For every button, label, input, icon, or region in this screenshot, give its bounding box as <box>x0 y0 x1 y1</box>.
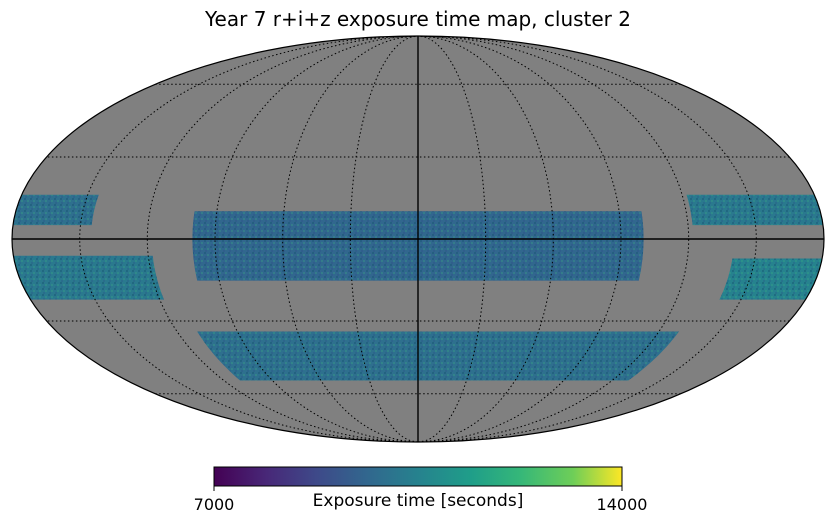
mollweide-map <box>11 35 825 443</box>
region-texture-east-upper-band <box>686 194 823 226</box>
meridian-gridline <box>349 36 419 442</box>
map-outline <box>11 35 825 443</box>
region-texture-west-lower-band <box>13 255 165 300</box>
coverage-regions <box>13 194 823 381</box>
meridian-gridline <box>417 36 487 442</box>
colorbar-max-label: 14000 <box>597 495 648 514</box>
colorbar: 7000 14000 Exposure time [seconds] <box>194 466 648 514</box>
meridian-gridline <box>417 36 690 442</box>
meridian-gridline <box>79 36 419 442</box>
colorbar-min-label: 7000 <box>194 495 235 514</box>
region-texture-east-lower-band <box>719 258 823 300</box>
chart-title: Year 7 r+i+z exposure time map, cluster … <box>204 7 631 31</box>
colorbar-label: Exposure time [seconds] <box>313 491 524 511</box>
region-texture-west-upper-band <box>13 194 99 226</box>
meridian-gridline <box>146 36 419 442</box>
region-texture-southern-stripe <box>197 331 679 381</box>
meridian-gridline <box>417 36 757 442</box>
colorbar-gradient <box>213 466 623 487</box>
